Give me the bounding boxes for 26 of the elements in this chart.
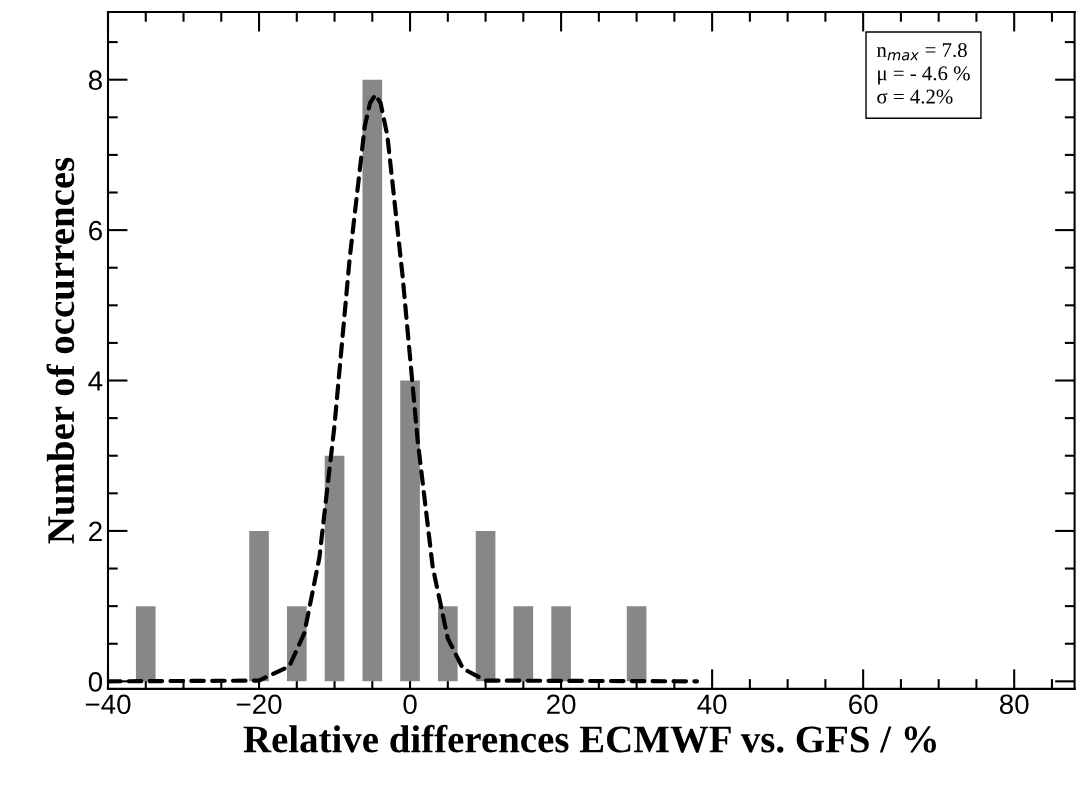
y-axis-title: Number of occurrences [46,157,75,544]
bar [324,455,345,682]
y-tick-label: 8 [88,70,102,91]
y-tick-label: 0 [88,672,103,692]
x-tick-label: 80 [999,694,1029,715]
x-axis-title: Relative differences ECMWF vs. GFS / % [243,724,936,753]
x-tick-label: 40 [697,694,727,715]
bar [362,79,383,682]
y-tick-label: 2 [89,521,102,541]
x-tick-label: 60 [849,694,878,715]
x-tick-label: −40 [85,694,131,715]
annotation: n$_{max}$ = 7.8 [876,42,967,61]
y-tick-label: 6 [89,220,102,241]
x-tick-label: 0 [403,694,417,715]
bar [400,380,420,682]
x-tick-label: −20 [236,694,282,715]
bar [135,606,156,682]
bar [249,530,269,682]
y-tick-label: 4 [88,371,103,391]
bar [513,606,534,682]
bar [475,530,496,682]
bar [551,606,571,682]
x-tick-label: 20 [547,694,576,715]
annotation: σ = 4.2% [877,89,953,104]
bar [626,606,647,682]
annotation: μ = - 4.6 % [878,66,970,85]
